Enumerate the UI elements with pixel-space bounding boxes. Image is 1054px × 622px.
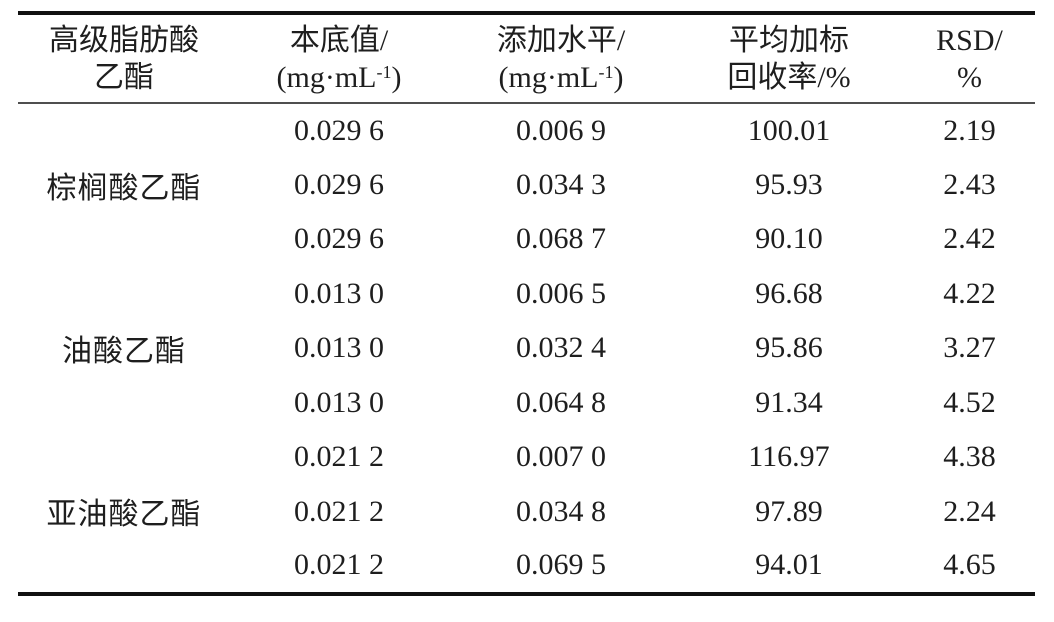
spike-level-cell: 0.032 4 [516,331,606,365]
col-header-spike-level: 添加水平/ (mg·mL-1) [448,13,674,104]
col-header-rsd: RSD/ % [904,13,1035,104]
unit-text: ) [391,60,402,94]
recovery-cell: 90.10 [755,222,823,256]
header-line: 高级脂肪酸 [49,23,199,57]
spike-level-cell: 0.068 7 [516,222,606,256]
spike-level-cell: 0.007 0 [516,440,606,474]
recovery-cell: 97.89 [755,494,823,528]
rsd-cell: 3.27 [943,331,996,365]
rsd-cell: 4.52 [943,385,996,419]
rsd-cell: 2.42 [943,222,996,256]
col-header-background-value: 本底值/ (mg·mL-1) [230,13,448,104]
header-line: 乙酯 [94,60,154,94]
header-line: 平均加标 [729,23,849,57]
table-row: 亚油酸乙酯 0.021 2 0.007 0 116.97 4.38 [18,430,1035,531]
spike-level-cell: 0.069 5 [516,548,606,582]
ester-name-cell: 棕榈酸乙酯 [46,172,202,206]
rsd-cell: 4.38 [943,440,996,474]
header-unit: (mg·mL-1) [448,59,674,96]
ester-name-cell: 油酸乙酯 [62,335,186,369]
unit-text: (mg·mL [276,60,377,94]
header-row: 高级脂肪酸 乙酯 本底值/ (mg·mL-1) 添加水平/ (mg·mL-1) … [18,13,1035,104]
recovery-cell: 91.34 [755,385,823,419]
header-unit: (mg·mL-1) [230,59,448,96]
background-value-cell: 0.021 2 [294,548,384,582]
header-line: 回收率/% [727,60,851,94]
table-row: 0.013 0 0.032 4 95.86 3.27 [18,321,1035,376]
rsd-cell: 2.24 [943,494,996,528]
unit-superscript: -1 [376,61,392,82]
rsd-cell: 4.65 [943,548,996,582]
spike-level-cell: 0.034 3 [516,167,606,201]
recovery-cell: 95.93 [755,167,823,201]
unit-superscript: -1 [598,61,614,82]
rsd-cell: 4.22 [943,276,996,310]
col-header-recovery: 平均加标 回收率/% [674,13,904,104]
rsd-cell: 2.43 [943,167,996,201]
unit-text: (mg·mL [498,60,599,94]
recovery-table: 高级脂肪酸 乙酯 本底值/ (mg·mL-1) 添加水平/ (mg·mL-1) … [18,11,1035,596]
rsd-cell: 2.19 [943,113,996,147]
spike-level-cell: 0.006 5 [516,276,606,310]
recovery-cell: 100.01 [747,113,831,147]
spike-level-cell: 0.034 8 [516,494,606,528]
spike-level-cell: 0.006 9 [516,113,606,147]
recovery-cell: 94.01 [755,548,823,582]
background-value-cell: 0.029 6 [294,167,384,201]
background-value-cell: 0.021 2 [294,494,384,528]
table-row: 棕榈酸乙酯 0.029 6 0.006 9 100.01 2.19 [18,103,1035,206]
table-row: 油酸乙酯 0.013 0 0.006 5 96.68 4.22 [18,267,1035,369]
recovery-cell: 96.68 [755,276,823,310]
unit-text: ) [613,60,624,94]
recovery-cell: 95.86 [755,331,823,365]
background-value-cell: 0.013 0 [294,385,384,419]
spike-level-cell: 0.064 8 [516,385,606,419]
background-value-cell: 0.013 0 [294,276,384,310]
header-line: RSD/ [936,23,1003,57]
table-row: 0.013 0 0.064 8 91.34 4.52 [18,376,1035,431]
header-line: 添加水平/ [496,23,626,57]
ester-name-cell: 亚油酸乙酯 [46,497,202,531]
table-row: 0.021 2 0.069 5 94.01 4.65 [18,539,1035,594]
table-row: 0.021 2 0.034 8 97.89 2.24 [18,485,1035,540]
header-line: 本底值/ [289,23,389,57]
recovery-cell: 116.97 [748,440,830,474]
table-row: 0.029 6 0.034 3 95.93 2.43 [18,158,1035,213]
background-value-cell: 0.013 0 [294,331,384,365]
background-value-cell: 0.029 6 [294,113,384,147]
background-value-cell: 0.029 6 [294,222,384,256]
table-row: 0.029 6 0.068 7 90.10 2.42 [18,212,1035,267]
background-value-cell: 0.021 2 [294,440,384,474]
col-header-ester: 高级脂肪酸 乙酯 [18,13,230,104]
header-line: % [957,60,982,94]
